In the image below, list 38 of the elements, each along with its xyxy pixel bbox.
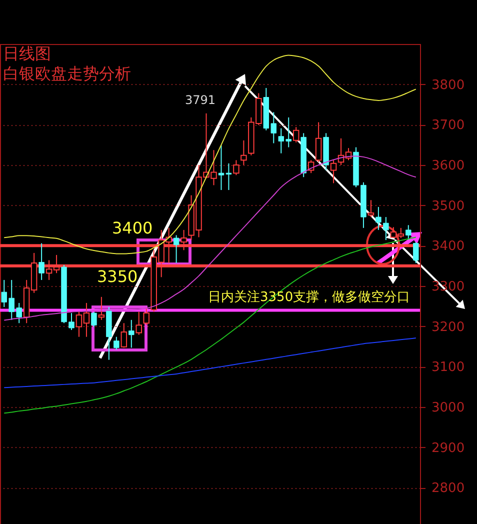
ref-line-label: 3350: [97, 266, 138, 286]
candlestick: [383, 216, 389, 241]
y-tick-label: 3600: [432, 158, 465, 174]
line-series: [4, 338, 416, 388]
y-tick-label: 3500: [432, 198, 465, 214]
y-tick-label: 3000: [432, 400, 465, 416]
candlestick: [98, 296, 105, 320]
candlestick: [128, 319, 134, 348]
candlestick: [173, 234, 180, 264]
candlestick: [240, 140, 247, 166]
y-tick-label: 2800: [432, 481, 465, 496]
y-tick-label: 3100: [432, 360, 465, 376]
y-tick-label: 3800: [432, 78, 465, 93]
candlestick: [292, 126, 300, 143]
candlestick: [114, 336, 120, 350]
candlestick: [91, 311, 97, 328]
y-tick-label: 3200: [432, 320, 465, 335]
candlestick: [143, 307, 150, 326]
candlestick: [368, 200, 374, 218]
y-tick-label: 2900: [432, 440, 465, 456]
candlestick: [376, 206, 382, 230]
chart-title: 日线图: [3, 44, 51, 63]
candlestick: [413, 242, 419, 264]
candlestick: [233, 160, 240, 176]
candlestick: [136, 311, 142, 336]
candlestick: [308, 160, 314, 174]
text: 白银欧盘走势分析: [3, 64, 131, 83]
y-tick-label: 3400: [432, 239, 465, 254]
candlestick: [218, 144, 224, 191]
candlestick: [315, 122, 322, 163]
candlestick: [38, 242, 44, 280]
candlestick: [120, 322, 128, 348]
candlestick: [406, 224, 412, 241]
ref-line-label: 3400: [112, 218, 153, 238]
line-series: [4, 236, 416, 414]
candlestick: [330, 160, 337, 184]
y-tick-label: 3700: [432, 118, 465, 134]
annotation: 3791: [185, 93, 216, 107]
